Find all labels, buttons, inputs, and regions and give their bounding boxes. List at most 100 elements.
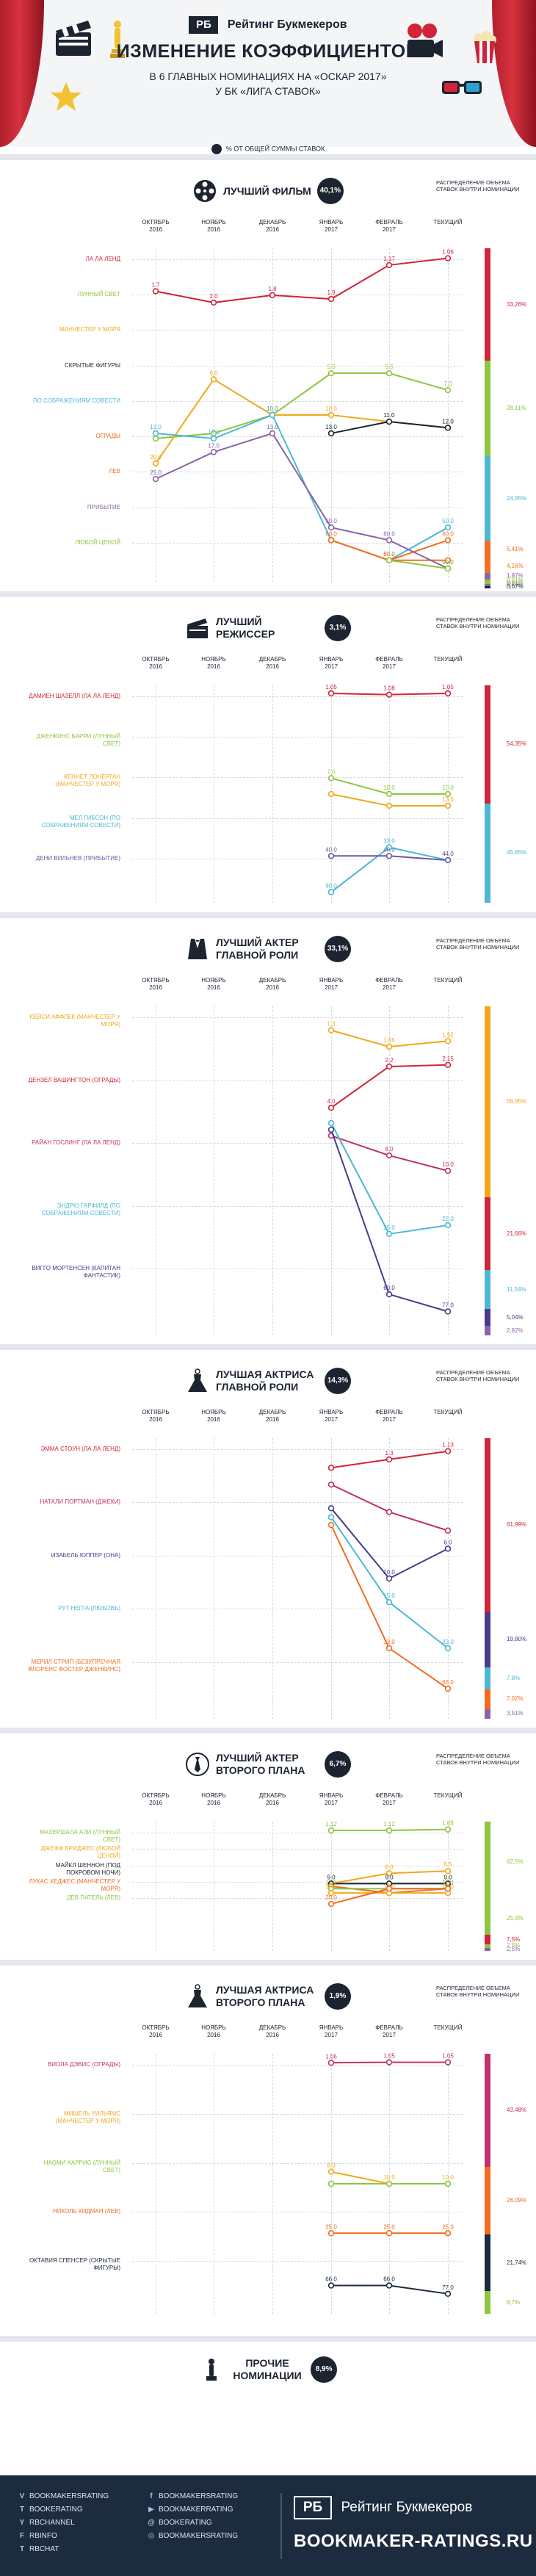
- data-label: 7.0: [443, 380, 452, 387]
- data-label: 17.0: [208, 442, 220, 449]
- data-label: 1.3: [385, 1450, 394, 1457]
- month-label: ФЕВРАЛЬ 2017: [375, 219, 403, 233]
- month-label: НОЯБРЬ 2016: [201, 977, 226, 991]
- data-label: 11.0: [326, 1879, 338, 1886]
- distribution-label: 7,02%: [507, 1695, 524, 1703]
- social-link[interactable]: ◎ BOOKMAKERSRATING: [147, 2531, 239, 2541]
- grid-line: [132, 1205, 463, 1207]
- data-label: 1.05: [325, 684, 337, 690]
- distribution-bar-segment: [485, 579, 490, 582]
- grid-line: [331, 1006, 332, 1335]
- data-point: [444, 802, 452, 809]
- data-label: 6.0: [209, 369, 218, 376]
- data-point: [152, 288, 159, 295]
- distribution-label: 3,51%: [507, 1710, 524, 1717]
- data-label: 4.0: [327, 1098, 336, 1105]
- distribution-label: 5,04%: [507, 1313, 524, 1321]
- month-label: ФЕВРАЛЬ 2017: [375, 656, 403, 670]
- data-point: [385, 1870, 393, 1877]
- social-link[interactable]: f BOOKMAKERSRATING: [147, 2492, 238, 2502]
- distribution-bar-segment: [485, 1944, 490, 1948]
- data-label: 9.0: [385, 1874, 394, 1880]
- month-label: ТЕКУЩИЙ: [433, 219, 463, 226]
- data-point: [444, 1222, 452, 1229]
- data-point: [327, 2060, 335, 2066]
- grid-line: [132, 1449, 463, 1450]
- grid-line: [132, 777, 463, 779]
- candidate-label: РАЙАН ГОСЛИНГ (ЛА ЛА ЛЕНД): [32, 1139, 120, 1147]
- data-point: [444, 1868, 452, 1875]
- data-point: [327, 1119, 335, 1127]
- data-label: 5.5: [327, 364, 336, 370]
- distribution-label: 0,07%: [507, 583, 524, 591]
- candidate-label: ДЖЕНКИНС БАРРИ (ЛУННЫЙ СВЕТ): [36, 733, 120, 748]
- data-point: [385, 1043, 393, 1050]
- data-point: [327, 1889, 335, 1897]
- distribution-bar-segment: [485, 2291, 490, 2314]
- social-link[interactable]: Y RBCHANNEL: [18, 2518, 75, 2528]
- footer-brand-name: Рейтинг Букмекеров: [341, 2500, 473, 2515]
- social-link[interactable]: ▶ BOOKMAKERRATING: [147, 2505, 233, 2515]
- social-handle: RBCHAT: [29, 2545, 59, 2553]
- data-point: [444, 386, 452, 394]
- distribution-label: 7,5%: [507, 1935, 521, 1943]
- data-point: [385, 1063, 393, 1070]
- star-icon: [51, 82, 82, 111]
- social-link[interactable]: T BOOKERATING: [18, 2505, 83, 2515]
- distribution-bar-segment: [485, 803, 490, 903]
- data-point: [444, 2059, 452, 2066]
- distribution-bar-segment: [485, 248, 490, 361]
- candidate-label: СКРЫТЫЕ ФИГУРЫ: [64, 361, 120, 369]
- social-link[interactable]: V BOOKMAKERSRATING: [18, 2492, 109, 2502]
- series-line: [155, 257, 449, 303]
- nomination-section: ЛУЧШИЙ ФИЛЬМ 40,1% РАСПРЕДЕЛЕНИЕ ОБЪЕМА СТ…: [0, 154, 536, 602]
- data-point: [152, 460, 159, 467]
- data-point: [444, 1685, 452, 1692]
- oscar-statue-icon: [206, 2359, 217, 2381]
- data-point: [385, 2230, 393, 2237]
- candidate-label: НИКОЛЬ КИДМАН (ЛЕВ): [52, 2208, 120, 2215]
- social-link[interactable]: @ BOOKERATING: [147, 2518, 212, 2528]
- page-subtitle-line1: В 6 ГЛАВНЫХ НОМИНАЦИЯХ НА «ОСКАР 2017»: [149, 71, 387, 82]
- data-label: 1.13: [442, 1442, 454, 1448]
- data-label: 25.0: [383, 1224, 395, 1231]
- data-point: [385, 1575, 393, 1582]
- distribution-bar-segment: [485, 558, 490, 574]
- grid-line: [132, 1017, 463, 1018]
- oscar-award-icon: [110, 21, 125, 58]
- distribution-bar-segment: [485, 1709, 490, 1719]
- distribution-label: 11,54%: [507, 1285, 526, 1293]
- data-label: 25.0: [442, 2223, 454, 2230]
- social-link[interactable]: T RBCHAT: [18, 2544, 59, 2555]
- candidate-label: МИШЕЛЬ УИЛЬЯМС (МАНЧЕСТЕР У МОРЯ): [55, 2110, 120, 2124]
- data-point: [269, 430, 276, 437]
- social-icon: f: [150, 2492, 153, 2500]
- odds-chart: 1.3 1.65 1.52 4.0 2.2 2.15 8.0 10.0 25.0 22.0 60.0…: [327, 1021, 454, 1315]
- section-header: ЛУЧШИЙ АКТЕР ВТОРОГО ПЛАНА 6,7%: [0, 1751, 536, 1778]
- social-link[interactable]: F RBINFO: [18, 2531, 57, 2541]
- distribution-bar-segment: [485, 2234, 490, 2292]
- brand-name: Рейтинг Букмекеров: [227, 18, 347, 31]
- data-label: 20.0: [325, 1894, 337, 1901]
- data-label: 13.0: [442, 796, 454, 803]
- month-label: НОЯБРЬ 2016: [201, 219, 226, 233]
- data-point: [444, 2180, 452, 2187]
- section-divider: [0, 1960, 536, 1966]
- footer-site-link[interactable]: BOOKMAKER-RATINGS.RU: [294, 2531, 533, 2551]
- data-point: [327, 1827, 335, 1834]
- data-point: [444, 1645, 452, 1652]
- data-label: 66.0: [325, 2276, 337, 2283]
- candidate-label: ЭММА СТОУН (ЛА ЛА ЛЕНД): [40, 1446, 120, 1452]
- data-label: 20.0: [150, 454, 162, 461]
- data-label: 33.0: [383, 838, 395, 845]
- clapperboard-icon: [187, 618, 208, 638]
- distribution-bar-segment: [485, 1270, 490, 1310]
- data-label: 11.0: [384, 412, 396, 419]
- data-label: 10.0: [442, 2174, 454, 2181]
- odds-chart: 1.12 1.12 1.086.0 5.59.0 9.0 9.011.011.0 11.01…: [325, 1820, 454, 1908]
- data-point: [444, 2230, 452, 2237]
- candidate-label: ЭНДРЮ ГАРФИЛД (ПО СОБРАЖЕНИЯМ СОВЕСТИ): [41, 1202, 120, 1216]
- data-point: [444, 557, 452, 563]
- month-label: ОКТЯБРЬ 2016: [142, 219, 170, 233]
- month-label: ФЕВРАЛЬ 2017: [375, 2024, 403, 2038]
